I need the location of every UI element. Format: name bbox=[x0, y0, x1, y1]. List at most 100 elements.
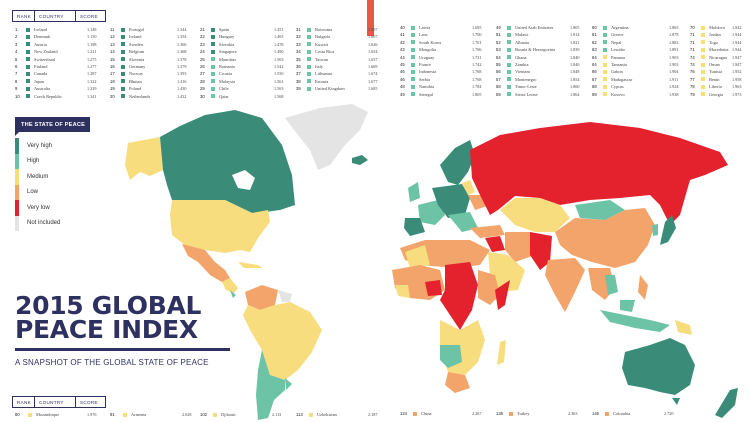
table-row: 36 Italy 1.669 bbox=[296, 63, 386, 70]
arabia-region bbox=[488, 252, 525, 292]
alaska-region bbox=[125, 137, 163, 180]
legend-color-swatch bbox=[15, 200, 19, 216]
country-cell: Finland bbox=[34, 63, 48, 69]
table-row: 68 Cyprus 1.924 bbox=[592, 83, 687, 90]
country-cell: Qatar bbox=[219, 93, 229, 99]
header-country: COUNTRY bbox=[35, 397, 76, 407]
table-row: 56 Vietnam 1.848 bbox=[496, 68, 588, 75]
level-swatch bbox=[121, 42, 125, 47]
score-cell: 1.973 bbox=[732, 91, 742, 97]
rank-cell: 31 bbox=[296, 27, 301, 32]
score-cell: 1.393 bbox=[177, 71, 187, 77]
score-cell: 1.848 bbox=[570, 69, 580, 75]
table-row: 91 Armenia 2.028 bbox=[110, 411, 200, 418]
score-cell: 1.903 bbox=[669, 54, 679, 60]
score-cell: 2.720 bbox=[664, 411, 674, 416]
score-cell: 1.368 bbox=[177, 49, 187, 55]
afghanistan-pakistan-region bbox=[530, 232, 552, 270]
level-swatch bbox=[603, 25, 607, 30]
level-swatch bbox=[121, 72, 125, 77]
country-cell: Uruguay bbox=[419, 54, 435, 60]
level-swatch bbox=[26, 49, 30, 54]
country-cell: Iceland bbox=[34, 27, 47, 32]
country-cell: Hungary bbox=[219, 34, 235, 40]
country-cell: Switzerland bbox=[34, 56, 55, 62]
table-row: 146 Colombia 2.720 bbox=[592, 410, 682, 417]
legend-label: High bbox=[27, 158, 40, 165]
level-swatch bbox=[603, 47, 607, 52]
level-swatch bbox=[307, 49, 311, 54]
score-cell: 1.451 bbox=[274, 27, 284, 32]
score-cell: 1.344 bbox=[177, 27, 187, 32]
score-cell: 2.267 bbox=[472, 411, 482, 416]
country-cell: Sweden bbox=[129, 41, 143, 47]
country-cell: Panama bbox=[611, 54, 625, 60]
score-cell: 1.148 bbox=[87, 27, 97, 32]
rank-cell: 56 bbox=[496, 69, 501, 75]
rank-cell: 62 bbox=[592, 39, 597, 45]
brazil-region bbox=[243, 302, 322, 380]
rank-cell: 67 bbox=[592, 76, 597, 82]
score-cell: 1.947 bbox=[732, 61, 742, 67]
level-swatch bbox=[701, 25, 705, 30]
country-cell: Malawi bbox=[515, 32, 529, 38]
score-cell: 1.607 bbox=[368, 34, 378, 40]
level-swatch bbox=[507, 25, 511, 30]
score-cell: 1.677 bbox=[368, 78, 378, 84]
table-row: 18 Bhutan 1.416 bbox=[110, 78, 195, 85]
usa-region bbox=[170, 200, 270, 253]
rank-cell: 9 bbox=[15, 86, 18, 92]
rank-cell: 113 bbox=[296, 412, 303, 417]
rank-cell: 13 bbox=[110, 41, 115, 47]
level-swatch bbox=[507, 62, 511, 67]
rank-cell: 71 bbox=[690, 32, 695, 38]
legend-item-high: High bbox=[15, 153, 90, 169]
score-cell: 2.113 bbox=[272, 412, 282, 417]
uk-region bbox=[408, 182, 420, 202]
level-swatch bbox=[701, 33, 705, 38]
country-cell: Nicaragua bbox=[709, 54, 728, 60]
japan-region bbox=[660, 215, 676, 245]
country-cell: Turkey bbox=[517, 411, 530, 416]
country-cell: Bulgaria bbox=[315, 34, 331, 40]
country-cell: Slovenia bbox=[129, 56, 145, 62]
score-cell: 1.657 bbox=[368, 56, 378, 62]
country-cell: Ghana bbox=[515, 54, 527, 60]
country-cell: Serbia bbox=[419, 76, 431, 82]
legend-item-very-high: Very high bbox=[15, 138, 90, 154]
level-swatch bbox=[26, 57, 30, 62]
rank-cell: 33 bbox=[296, 41, 301, 47]
country-cell: Madagascar bbox=[611, 76, 633, 82]
rank-cell: 35 bbox=[296, 56, 301, 62]
country-cell: Uzbekistan bbox=[317, 412, 337, 417]
rank-cell: 79 bbox=[690, 91, 695, 97]
rank-cell: 44 bbox=[400, 54, 405, 60]
score-cell: 2.187 bbox=[368, 412, 378, 417]
level-swatch bbox=[507, 70, 511, 75]
country-cell: Singapore bbox=[219, 49, 237, 55]
country-cell: Macedonia bbox=[709, 47, 729, 53]
rank-cell: 16 bbox=[110, 63, 115, 69]
level-swatch bbox=[603, 77, 607, 82]
rank-cell: 2 bbox=[15, 34, 18, 40]
rank-cell: 28 bbox=[200, 78, 205, 84]
level-swatch bbox=[413, 411, 417, 416]
country-cell: Argentina bbox=[611, 25, 629, 30]
level-swatch bbox=[701, 92, 705, 97]
rank-cell: 37 bbox=[296, 71, 301, 77]
rank-cell: 68 bbox=[592, 84, 597, 90]
score-cell: 1.938 bbox=[669, 91, 679, 97]
ranking-column: 40 Latvia 1.695 41 Laos 1.700 42 South Korea 1.7… bbox=[400, 24, 490, 98]
score-cell: 1.942 bbox=[732, 25, 742, 30]
level-swatch bbox=[307, 57, 311, 62]
russia-region bbox=[470, 122, 728, 225]
central-asia-region bbox=[500, 198, 570, 232]
level-swatch bbox=[411, 84, 415, 89]
rank-cell: 39 bbox=[296, 86, 301, 92]
table-row: 79 Georgia 1.973 bbox=[690, 91, 750, 98]
level-swatch bbox=[307, 27, 311, 32]
country-cell: Cyprus bbox=[611, 84, 624, 90]
rank-cell: 20 bbox=[110, 93, 115, 99]
country-cell: Lesotho bbox=[611, 47, 626, 53]
level-swatch bbox=[411, 47, 415, 52]
